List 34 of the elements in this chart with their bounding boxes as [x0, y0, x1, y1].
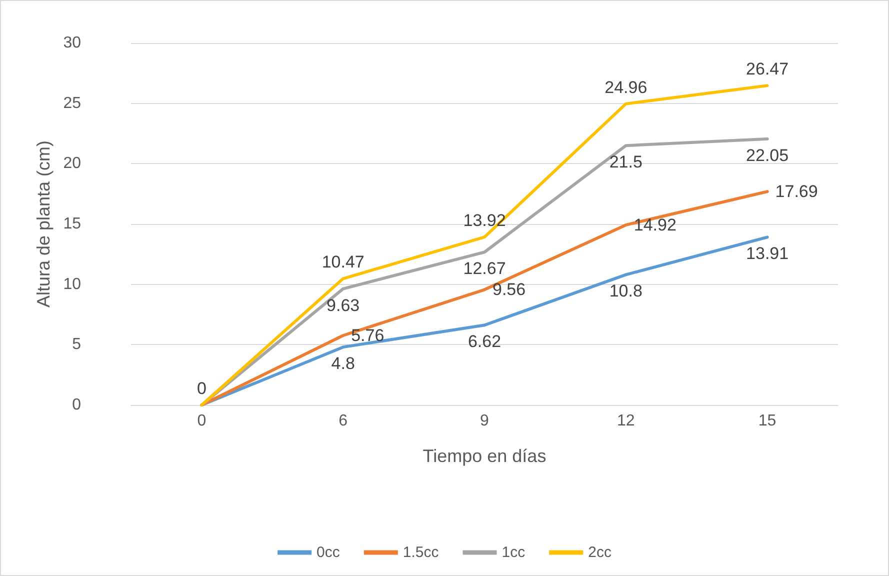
data-label: 6.62 [468, 332, 502, 352]
y-tick-label: 15 [63, 216, 82, 232]
data-label: 0 [196, 379, 206, 398]
x-tick-label: 0 [197, 412, 206, 430]
x-axis-title: Tiempo en días [422, 446, 546, 466]
data-label: 12.67 [463, 259, 506, 278]
x-tick-label: 6 [338, 412, 348, 430]
data-label: 26.47 [746, 60, 789, 79]
data-label: 24.96 [604, 78, 648, 97]
y-tick-label: 25 [63, 94, 82, 112]
x-tick-label: 9 [480, 412, 490, 430]
data-label: 4.8 [331, 354, 355, 374]
y-tick-label: 20 [63, 155, 82, 172]
data-label: 10.8 [609, 282, 642, 301]
legend-label: 2cc [588, 544, 612, 561]
data-label: 10.47 [322, 252, 364, 272]
data-label: 22.05 [746, 146, 789, 165]
y-tick-label: 10 [63, 276, 82, 293]
data-label: 9.63 [326, 296, 360, 315]
x-tick-label: 15 [758, 412, 776, 430]
data-label: 13.91 [746, 244, 789, 264]
y-axis-title: Altura de planta (cm) [33, 140, 54, 308]
legend-label: 0cc [316, 544, 340, 561]
y-tick-label: 5 [72, 336, 82, 354]
data-label: 5.76 [351, 326, 384, 345]
data-label: 21.5 [609, 152, 642, 172]
legend-label: 1.5cc [402, 544, 440, 561]
data-label: 9.56 [492, 280, 526, 300]
y-tick-label: 30 [63, 34, 82, 52]
y-tick-label: 0 [72, 396, 82, 414]
data-label: 17.69 [775, 182, 818, 202]
data-label: 14.92 [634, 215, 676, 234]
legend-label: 1cc [502, 544, 526, 561]
x-tick-label: 12 [617, 412, 635, 430]
